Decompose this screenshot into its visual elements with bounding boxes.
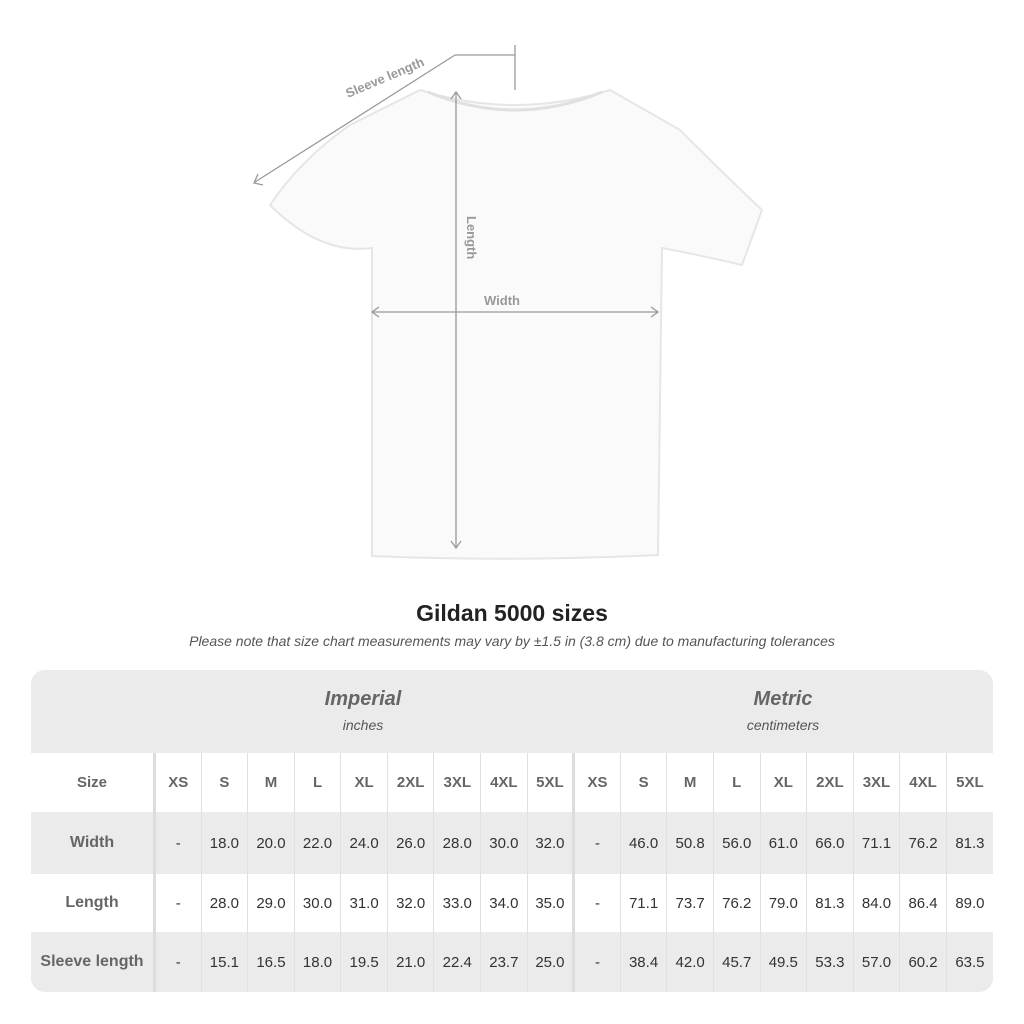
imperial-value-cell: 26.0	[386, 812, 434, 874]
metric-value-cell: 46.0	[619, 812, 667, 874]
metric-value-cell: 79.0	[759, 874, 807, 932]
size-table-panel: Imperial inches Metric centimeters Size X…	[31, 670, 993, 992]
imperial-size-header: L	[293, 753, 341, 812]
imperial-value-cell: 22.0	[293, 812, 341, 874]
imperial-value-cell: 21.0	[386, 932, 434, 992]
imperial-size-header: XS	[153, 753, 202, 812]
imperial-size-header: 3XL	[433, 753, 481, 812]
metric-value-cell: 76.2	[899, 812, 947, 874]
row-label: Width	[31, 812, 155, 874]
tshirt-shape	[268, 88, 764, 560]
imperial-size-header: XL	[340, 753, 388, 812]
imperial-value-cell: 18.0	[200, 812, 248, 874]
metric-value-cell: 63.5	[945, 932, 993, 992]
table-row: Length -28.0 29.0 30.0 31.0 32.0 33.0 34.0 35.0-…	[31, 874, 993, 932]
imperial-value-cell: 35.0	[526, 874, 574, 932]
imperial-title: Imperial	[324, 688, 402, 710]
metric-value-cell: 42.0	[666, 932, 714, 992]
chart-title: Gildan 5000 sizes	[416, 600, 608, 626]
imperial-value-cell: 32.0	[386, 874, 434, 932]
metric-value-cell: 50.8	[666, 812, 714, 874]
metric-size-header: 3XL	[852, 753, 900, 812]
imperial-value-cell: 23.7	[480, 932, 528, 992]
width-label: Width	[484, 293, 520, 308]
metric-value-cell: 61.0	[759, 812, 807, 874]
table-row: Width -18.0 20.0 22.0 24.0 26.0 28.0 30.0 32.0-4…	[31, 812, 993, 874]
metric-size-header: 4XL	[899, 753, 947, 812]
metric-value-cell: 71.1	[619, 874, 667, 932]
imperial-value-cell: 33.0	[433, 874, 481, 932]
length-label: Length	[464, 216, 479, 259]
imperial-size-header: 5XL	[526, 753, 574, 812]
imperial-value-cell: 24.0	[340, 812, 388, 874]
imperial-value-cell: 31.0	[340, 874, 388, 932]
metric-size-header: 2XL	[806, 753, 854, 812]
metric-value-cell: 60.2	[899, 932, 947, 992]
metric-value-cell: 53.3	[806, 932, 854, 992]
metric-value-cell: 38.4	[619, 932, 667, 992]
metric-value-cell: 71.1	[852, 812, 900, 874]
size-header: Size	[31, 753, 155, 812]
imperial-value-cell: 15.1	[200, 932, 248, 992]
imperial-value-cell: 34.0	[480, 874, 528, 932]
imperial-value-cell: -	[153, 874, 202, 932]
metric-size-header: 5XL	[945, 753, 993, 812]
metric-value-cell: -	[572, 812, 621, 874]
metric-value-cell: 66.0	[806, 812, 854, 874]
size-table: Size XS S M L XL 2XL 3XL 4XL 5XL XS S M L XL 2XL 3XL 4XL 5…	[31, 753, 993, 992]
metric-value-cell: 49.5	[759, 932, 807, 992]
table-row: Sleeve length -15.1 16.5 18.0 19.5 21.0 22.4 23…	[31, 932, 993, 992]
imperial-size-header: 4XL	[480, 753, 528, 812]
metric-title: Metric	[753, 688, 813, 710]
imperial-value-cell: 19.5	[340, 932, 388, 992]
imperial-size-header: 2XL	[386, 753, 434, 812]
imperial-value-cell: -	[153, 812, 202, 874]
tshirt-collar	[427, 90, 603, 112]
imperial-value-cell: 28.0	[200, 874, 248, 932]
imperial-header: Imperial inches	[153, 670, 573, 753]
sleeve-length-line	[254, 54, 456, 183]
imperial-value-cell: 30.0	[480, 812, 528, 874]
metric-size-header: XL	[759, 753, 807, 812]
imperial-value-cell: 25.0	[526, 932, 574, 992]
metric-value-cell: 76.2	[712, 874, 761, 932]
imperial-value-cell: 29.0	[247, 874, 295, 932]
imperial-value-cell: 16.5	[247, 932, 295, 992]
metric-value-cell: 89.0	[945, 874, 993, 932]
metric-value-cell: 45.7	[712, 932, 761, 992]
imperial-value-cell: 20.0	[247, 812, 295, 874]
imperial-value-cell: 32.0	[526, 812, 574, 874]
imperial-value-cell: -	[153, 932, 202, 992]
row-label: Sleeve length	[31, 932, 155, 992]
metric-value-cell: 73.7	[666, 874, 714, 932]
metric-size-header: L	[712, 753, 761, 812]
metric-value-cell: -	[572, 874, 621, 932]
metric-size-header: XS	[572, 753, 621, 812]
imperial-value-cell: 28.0	[433, 812, 481, 874]
metric-unit: centimeters	[746, 717, 820, 733]
metric-size-header: M	[666, 753, 714, 812]
chart-subtitle: Please note that size chart measurements…	[189, 633, 835, 649]
metric-value-cell: 86.4	[899, 874, 947, 932]
imperial-unit: inches	[342, 717, 384, 733]
metric-header: Metric centimeters	[573, 670, 993, 753]
metric-value-cell: 84.0	[852, 874, 900, 932]
row-label: Length	[31, 874, 155, 932]
tshirt-diagram: Sleeve length Length Width	[253, 45, 764, 560]
imperial-size-header: M	[247, 753, 295, 812]
metric-value-cell: -	[572, 932, 621, 992]
metric-value-cell: 81.3	[806, 874, 854, 932]
metric-size-header: S	[619, 753, 667, 812]
imperial-value-cell: 18.0	[293, 932, 341, 992]
metric-value-cell: 56.0	[712, 812, 761, 874]
imperial-value-cell: 30.0	[293, 874, 341, 932]
table-header-row: Size XS S M L XL 2XL 3XL 4XL 5XL XS S M L XL 2XL 3XL 4XL 5…	[31, 753, 993, 812]
metric-value-cell: 81.3	[945, 812, 993, 874]
imperial-size-header: S	[200, 753, 248, 812]
imperial-value-cell: 22.4	[433, 932, 481, 992]
metric-value-cell: 57.0	[852, 932, 900, 992]
